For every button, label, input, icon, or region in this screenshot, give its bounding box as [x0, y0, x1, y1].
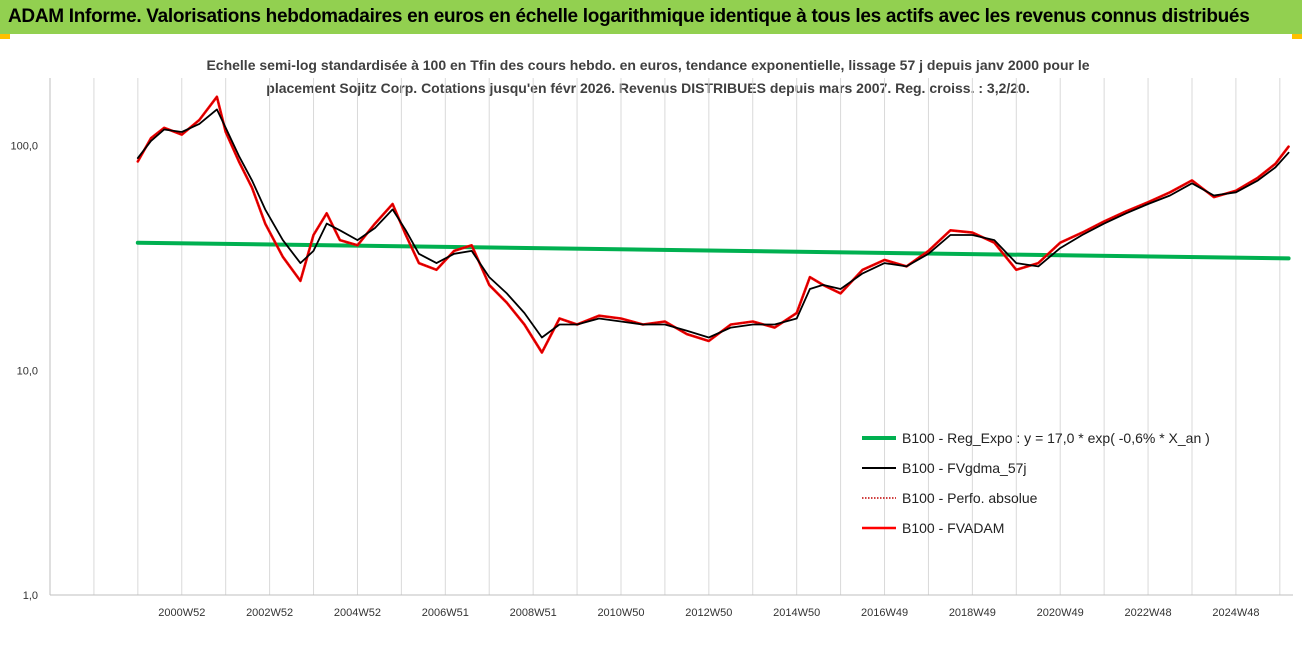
corner-marker-right: [1292, 34, 1302, 39]
y-tick-label: 1,0: [23, 590, 38, 602]
subtitle-line-1: Echelle semi-log standardisée à 100 en T…: [206, 57, 1089, 73]
x-tick-label: 2010W50: [597, 607, 644, 619]
x-tick-label: 2014W50: [773, 607, 820, 619]
x-tick-label: 2024W48: [1212, 607, 1259, 619]
legend: B100 - Reg_Expo : y = 17,0 * exp( -0,6% …: [862, 430, 1210, 536]
series-line-3: [137, 96, 1290, 354]
page-title: ADAM Informe. Valorisations hebdomadaire…: [8, 6, 1250, 27]
corner-marker-left: [0, 34, 10, 39]
x-tick-label: 2022W48: [1125, 607, 1172, 619]
legend-label-4: B100 - FVADAM: [902, 520, 1004, 536]
chart-area: Echelle semi-log standardisée à 100 en T…: [10, 57, 1293, 619]
series-line-4: [136, 95, 1290, 354]
y-tick-label: 100,0: [10, 141, 38, 153]
grid: [49, 78, 1281, 595]
axes: 1,0 10,0 100,0 2000W52 2002W52 2004W52 2006W51…: [10, 78, 1293, 619]
x-tick-label: 2000W52: [158, 607, 205, 619]
title-banner: ADAM Informe. Valorisations hebdomadaire…: [0, 0, 1302, 34]
series-line-2: [136, 108, 1290, 339]
x-tick-label: 2012W50: [685, 607, 732, 619]
x-tick-label: 2020W49: [1037, 607, 1084, 619]
legend-label-3: B100 - Perfo. absolue: [902, 490, 1038, 506]
series: [135, 95, 1291, 354]
chart-subtitle: Echelle semi-log standardisée à 100 en T…: [206, 57, 1089, 96]
x-tick-label: 2002W52: [246, 607, 293, 619]
x-tick-label: 2016W49: [861, 607, 908, 619]
y-tick-label: 10,0: [17, 365, 38, 377]
series-line-1: [135, 240, 1291, 261]
x-tick-label: 2008W51: [510, 607, 557, 619]
legend-label-1: B100 - Reg_Expo : y = 17,0 * exp( -0,6% …: [902, 430, 1210, 446]
x-tick-label: 2018W49: [949, 607, 996, 619]
legend-label-2: B100 - FVgdma_57j: [902, 460, 1027, 476]
subtitle-line-2: placement Sojitz Corp. Cotations jusqu'e…: [266, 80, 1029, 96]
x-tick-label: 2006W51: [422, 607, 469, 619]
x-tick-label: 2004W52: [334, 607, 381, 619]
